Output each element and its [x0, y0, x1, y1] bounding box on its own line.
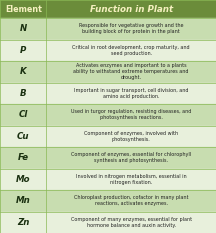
Text: Mo: Mo: [16, 175, 30, 184]
Text: Component of enzymes, essential for chlorophyll
synthesis and photosynthesis.: Component of enzymes, essential for chlo…: [71, 152, 191, 163]
Text: N: N: [20, 24, 27, 33]
Text: Chloroplast production, cofactor in many plant
reactions, activates enzymes.: Chloroplast production, cofactor in many…: [74, 195, 189, 206]
Bar: [0, 212, 46, 233]
Bar: [46, 190, 216, 212]
Bar: [0, 0, 216, 18]
Bar: [46, 40, 216, 61]
Bar: [0, 104, 46, 126]
Text: Used in turgor regulation, resisting diseases, and
photosynthesis reactions.: Used in turgor regulation, resisting dis…: [71, 109, 191, 120]
Bar: [46, 61, 216, 82]
Text: Involved in nitrogen metabolism, essential in
nitrogen fixation.: Involved in nitrogen metabolism, essenti…: [76, 174, 187, 185]
Bar: [46, 126, 216, 147]
Bar: [46, 104, 216, 126]
Text: Function in Plant: Function in Plant: [90, 4, 173, 14]
Text: Responsible for vegetative growth and the
building block of for protein in the p: Responsible for vegetative growth and th…: [79, 23, 183, 34]
Bar: [0, 82, 46, 104]
Bar: [0, 126, 46, 147]
Text: Fe: Fe: [18, 153, 29, 162]
Bar: [46, 18, 216, 40]
Text: Component of enzymes, involved with
photosynthesis.: Component of enzymes, involved with phot…: [84, 131, 178, 142]
Text: P: P: [20, 46, 26, 55]
Text: K: K: [20, 67, 27, 76]
Text: Important in sugar transport, cell division, and
amino acid production.: Important in sugar transport, cell divis…: [74, 88, 189, 99]
Text: Component of many enzymes, essential for plant
hormone balance and auxin activit: Component of many enzymes, essential for…: [71, 217, 192, 228]
Text: B: B: [20, 89, 27, 98]
Bar: [0, 40, 46, 61]
Text: Zn: Zn: [17, 218, 29, 227]
Bar: [0, 190, 46, 212]
Bar: [0, 147, 46, 168]
Bar: [46, 82, 216, 104]
Bar: [46, 212, 216, 233]
Text: Element: Element: [5, 4, 42, 14]
Text: Critical in root development, crop maturity, and
seed production.: Critical in root development, crop matur…: [72, 45, 190, 56]
Text: Cu: Cu: [17, 132, 29, 141]
Bar: [0, 18, 46, 40]
Text: Activates enzymes and important to a plants
ability to withstand extreme tempera: Activates enzymes and important to a pla…: [73, 63, 189, 80]
Text: Cl: Cl: [19, 110, 28, 119]
Bar: [46, 168, 216, 190]
Bar: [46, 147, 216, 168]
Bar: [0, 168, 46, 190]
Bar: [0, 61, 46, 82]
Text: Mn: Mn: [16, 196, 31, 205]
